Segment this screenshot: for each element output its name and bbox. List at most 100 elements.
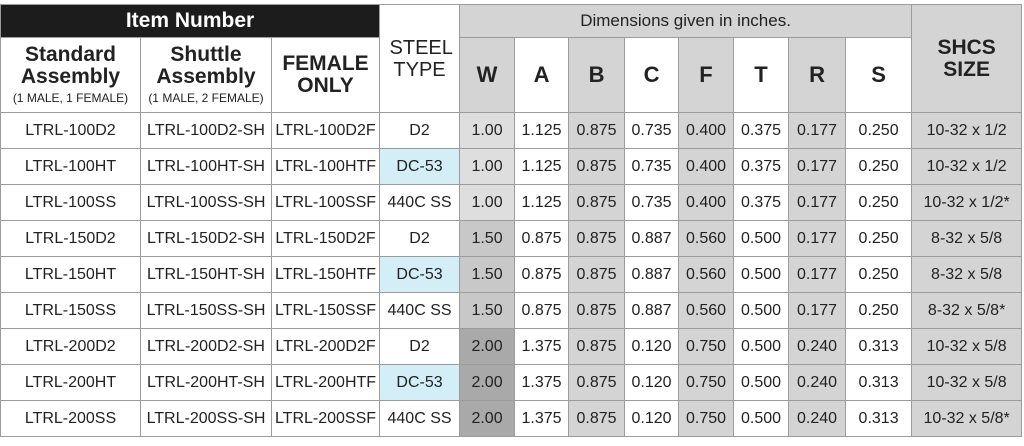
dim-header-r: R — [788, 37, 847, 113]
table-body: LTRL-100D2 LTRL-100D2-SH LTRL-100D2F D2 … — [0, 112, 1023, 437]
steel-cell: 440C SS — [379, 292, 461, 329]
female-cell: LTRL-100D2F — [270, 112, 381, 149]
w-cell: 1.00 — [459, 112, 516, 149]
table-row: LTRL-150D2 LTRL-150D2-SH LTRL-150D2F D2 … — [0, 220, 1023, 257]
b-cell: 0.875 — [568, 400, 626, 437]
f-cell: 0.560 — [678, 220, 735, 257]
s-cell: 0.250 — [845, 184, 913, 221]
shuttle-cell: LTRL-200SS-SH — [140, 400, 272, 437]
f-cell: 0.750 — [678, 364, 735, 401]
shcs-cell: 10-32 x 5/8 — [911, 328, 1023, 365]
shuttle-cell: LTRL-150SS-SH — [140, 292, 272, 329]
t-cell: 0.500 — [733, 220, 790, 257]
female-cell: LTRL-150HTF — [270, 256, 381, 293]
c-cell: 0.120 — [624, 364, 680, 401]
t-cell: 0.500 — [733, 364, 790, 401]
s-cell: 0.250 — [845, 256, 913, 293]
a-cell: 0.875 — [514, 256, 570, 293]
w-cell: 1.50 — [459, 220, 516, 257]
steel-cell: D2 — [379, 112, 461, 149]
a-cell: 1.375 — [514, 364, 570, 401]
shuttle-cell: LTRL-100D2-SH — [140, 112, 272, 149]
r-cell: 0.177 — [788, 184, 847, 221]
table-header: Item Number STEEL TYPE Dimensions given … — [0, 4, 1023, 113]
standard-cell: LTRL-200HT — [0, 364, 141, 401]
r-cell: 0.240 — [788, 400, 847, 437]
b-cell: 0.875 — [568, 256, 626, 293]
s-cell: 0.250 — [845, 112, 913, 149]
dim-header-t: T — [733, 37, 790, 113]
b-cell: 0.875 — [568, 112, 626, 149]
a-cell: 1.125 — [514, 112, 570, 149]
shcs-size-header: SHCS SIZE — [911, 4, 1023, 113]
b-cell: 0.875 — [568, 184, 626, 221]
w-cell: 2.00 — [459, 400, 516, 437]
steel-cell: D2 — [379, 328, 461, 365]
f-cell: 0.400 — [678, 184, 735, 221]
spec-table-container: Item Number STEEL TYPE Dimensions given … — [0, 4, 1023, 437]
dim-header-a: A — [514, 37, 570, 113]
standard-cell: LTRL-150D2 — [0, 220, 141, 257]
c-cell: 0.735 — [624, 112, 680, 149]
female-cell: LTRL-100HTF — [270, 148, 381, 185]
female-cell: LTRL-100SSF — [270, 184, 381, 221]
f-cell: 0.560 — [678, 292, 735, 329]
dim-header-f: F — [678, 37, 735, 113]
steel-cell: DC-53 — [379, 256, 461, 293]
t-cell: 0.500 — [733, 328, 790, 365]
shuttle-cell: LTRL-100HT-SH — [140, 148, 272, 185]
table-row: LTRL-200D2 LTRL-200D2-SH LTRL-200D2F D2 … — [0, 328, 1023, 365]
c-cell: 0.887 — [624, 220, 680, 257]
c-cell: 0.735 — [624, 148, 680, 185]
c-cell: 0.120 — [624, 328, 680, 365]
a-cell: 0.875 — [514, 292, 570, 329]
steel-cell: D2 — [379, 220, 461, 257]
b-cell: 0.875 — [568, 364, 626, 401]
f-cell: 0.560 — [678, 256, 735, 293]
s-cell: 0.250 — [845, 292, 913, 329]
s-cell: 0.313 — [845, 400, 913, 437]
shuttle-cell: LTRL-200D2-SH — [140, 328, 272, 365]
standard-cell: LTRL-100HT — [0, 148, 141, 185]
b-cell: 0.875 — [568, 328, 626, 365]
b-cell: 0.875 — [568, 292, 626, 329]
w-cell: 2.00 — [459, 328, 516, 365]
r-cell: 0.177 — [788, 256, 847, 293]
steel-cell: 440C SS — [379, 184, 461, 221]
table-row: LTRL-200SS LTRL-200SS-SH LTRL-200SSF 440… — [0, 400, 1023, 437]
steel-cell: DC-53 — [379, 148, 461, 185]
table-row: LTRL-100SS LTRL-100SS-SH LTRL-100SSF 440… — [0, 184, 1023, 221]
table-row: LTRL-100HT LTRL-100HT-SH LTRL-100HTF DC-… — [0, 148, 1023, 185]
s-cell: 0.250 — [845, 148, 913, 185]
standard-assembly-header: Standard Assembly (1 MALE, 1 FEMALE) — [0, 37, 141, 113]
dim-header-c: C — [624, 37, 680, 113]
dimensions-note-header: Dimensions given in inches. — [459, 4, 913, 38]
standard-cell: LTRL-100D2 — [0, 112, 141, 149]
r-cell: 0.177 — [788, 112, 847, 149]
t-cell: 0.500 — [733, 400, 790, 437]
dim-header-s: S — [845, 37, 913, 113]
steel-cell: 440C SS — [379, 400, 461, 437]
standard-assembly-sub: (1 MALE, 1 FEMALE) — [12, 91, 129, 105]
w-cell: 1.50 — [459, 292, 516, 329]
female-cell: LTRL-200D2F — [270, 328, 381, 365]
shuttle-cell: LTRL-150D2-SH — [140, 220, 272, 257]
shcs-cell: 10-32 x 5/8* — [911, 400, 1023, 437]
dim-header-b: B — [568, 37, 626, 113]
s-cell: 0.250 — [845, 220, 913, 257]
table-row: LTRL-200HT LTRL-200HT-SH LTRL-200HTF DC-… — [0, 364, 1023, 401]
f-cell: 0.400 — [678, 112, 735, 149]
a-cell: 1.125 — [514, 148, 570, 185]
c-cell: 0.887 — [624, 256, 680, 293]
steel-type-label: STEEL TYPE — [389, 36, 453, 81]
c-cell: 0.120 — [624, 400, 680, 437]
standard-cell: LTRL-200D2 — [0, 328, 141, 365]
t-cell: 0.375 — [733, 112, 790, 149]
shcs-size-label: SHCS SIZE — [937, 35, 996, 81]
w-cell: 1.50 — [459, 256, 516, 293]
c-cell: 0.887 — [624, 292, 680, 329]
table-row: LTRL-150SS LTRL-150SS-SH LTRL-150SSF 440… — [0, 292, 1023, 329]
shuttle-cell: LTRL-100SS-SH — [140, 184, 272, 221]
s-cell: 0.313 — [845, 328, 913, 365]
standard-cell: LTRL-150HT — [0, 256, 141, 293]
